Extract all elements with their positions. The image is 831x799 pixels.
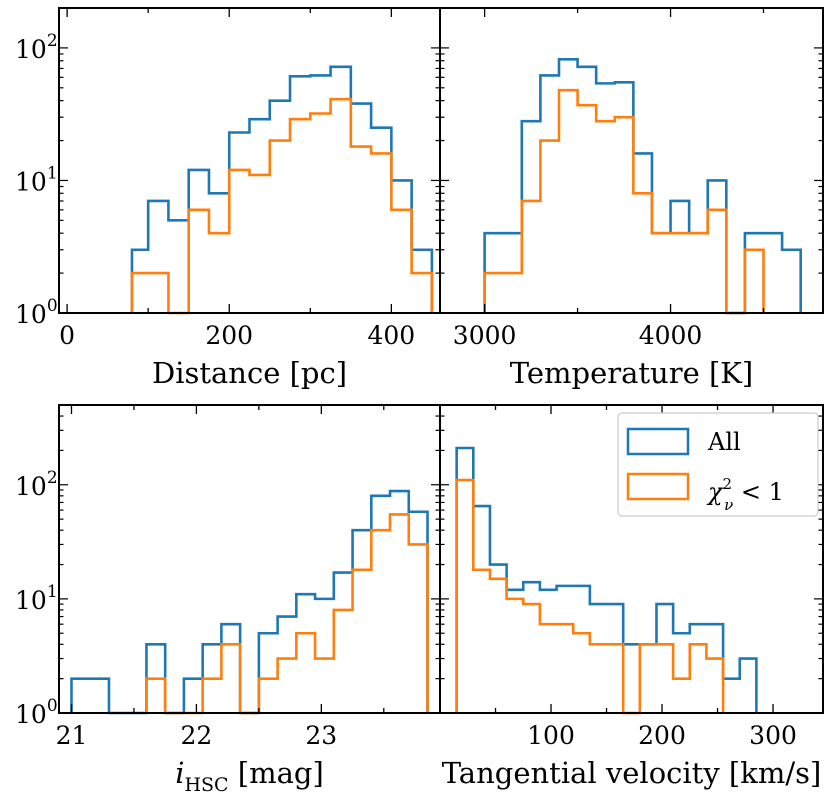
distance-y-tick-label: 101 <box>15 163 58 196</box>
temperature-histogram-all-series <box>483 58 802 315</box>
distance-plot-frame <box>58 7 441 314</box>
velocity-plot-frame <box>439 404 824 714</box>
velocity-histogram-panel: 100 200 300 Tangential velocity [km/s] <box>439 404 824 790</box>
distance-x-axis-label: Distance [pc] <box>152 356 347 390</box>
legend: All χ2 ν < 1 <box>617 412 819 517</box>
distance-x-tick-label: 400 <box>368 321 416 350</box>
velocity-x-tick-label: 100 <box>527 721 575 750</box>
temperature-x-axis-label: Temperature [K] <box>510 356 754 390</box>
distance-y-tick-label: 102 <box>15 31 58 64</box>
temperature-histogram-good-fit-series <box>483 88 765 315</box>
temperature-x-tick-label: 4000 <box>639 321 703 350</box>
magnitude-y-tick-label: 100 <box>15 696 58 729</box>
magnitude-histogram-panel: 21 22 23 100 101 102 iHSC [mag] <box>15 404 441 796</box>
legend-label-all: All <box>707 428 741 456</box>
legend-label-good-fit: χ2 ν < 1 <box>706 475 784 514</box>
magnitude-histogram-good-fit-series <box>145 513 429 715</box>
distance-x-tick-label: 200 <box>205 321 253 350</box>
magnitude-x-tick-label: 22 <box>181 721 213 750</box>
magnitude-y-tick-label: 102 <box>15 468 58 501</box>
magnitude-x-tick-label: 23 <box>305 721 337 750</box>
distance-histogram-panel: 0 200 400 100 101 102 Distance [pc] <box>15 7 441 390</box>
temperature-x-tick-label: 3000 <box>453 321 517 350</box>
legend-swatch-all <box>626 427 690 456</box>
distance-y-tick-label: 100 <box>15 296 58 329</box>
magnitude-x-tick-label: 21 <box>56 721 88 750</box>
temperature-histogram-panel: 3000 4000 Temperature [K] <box>439 7 824 390</box>
magnitude-x-axis-label: iHSC [mag] <box>175 756 324 796</box>
magnitude-y-tick-label: 101 <box>15 582 58 615</box>
magnitude-histogram-all-series <box>70 489 429 715</box>
magnitude-plot-frame <box>58 404 441 714</box>
distance-x-tick-label: 0 <box>59 321 75 350</box>
velocity-x-tick-label: 200 <box>638 721 686 750</box>
distance-histogram-all-series <box>130 65 434 313</box>
temperature-plot-frame <box>439 7 824 314</box>
velocity-x-axis-label: Tangential velocity [km/s] <box>442 756 822 790</box>
velocity-histogram-good-fit-series <box>455 478 725 715</box>
legend-swatch-good-fit <box>626 472 690 501</box>
legend-frame <box>617 412 819 517</box>
distance-histogram-good-fit-series <box>130 97 434 315</box>
velocity-x-tick-label: 300 <box>749 721 797 750</box>
velocity-histogram-all-series <box>455 446 758 713</box>
